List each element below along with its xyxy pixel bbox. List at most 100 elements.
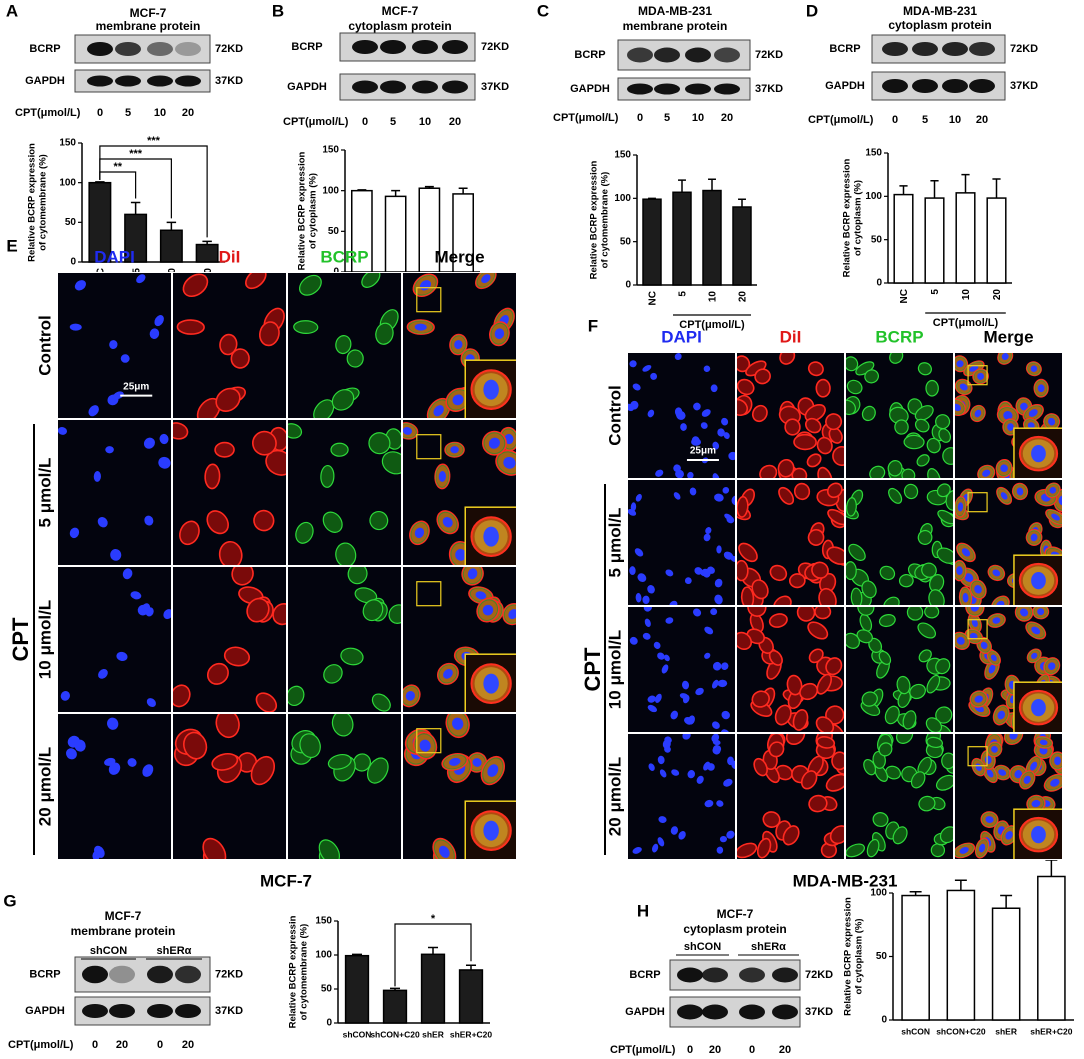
x-tick-label: shCON: [901, 1026, 930, 1036]
channel-label: DiI: [780, 327, 802, 346]
cell-bcrp: [941, 752, 953, 770]
cell-bcrp: [347, 567, 368, 585]
inset-nucleus: [483, 526, 499, 547]
cell-nucleus: [635, 592, 642, 603]
significance-bracket: [99, 145, 208, 238]
lane-label: 10: [419, 116, 431, 128]
cell-membrane: [265, 449, 286, 476]
cell-nucleus: [142, 764, 154, 777]
cell-bcrp: [925, 717, 943, 732]
blot-band: [147, 42, 173, 56]
y-tick-label: 0: [70, 257, 76, 268]
micrograph: [403, 567, 516, 712]
cell-nucleus: [712, 473, 720, 478]
protein-label: BCRP: [291, 41, 322, 53]
cell-bcrp: [938, 428, 952, 443]
cell-nucleus: [93, 471, 101, 482]
y-axis-label: Relative BCRP expression: [843, 897, 854, 1016]
lane-label: 20: [449, 116, 461, 128]
y-tick-label: 50: [620, 236, 632, 247]
cell-bcrp: [846, 632, 860, 649]
cell-nucleus: [487, 764, 499, 777]
cell-nucleus: [1039, 739, 1048, 746]
error-bar: [961, 173, 970, 193]
cell-bcrp: [926, 736, 944, 749]
bar: [195, 243, 219, 263]
cell-membrane: [825, 657, 843, 676]
cell-nucleus: [472, 758, 482, 767]
group-label: shERα: [751, 941, 786, 953]
blot-band: [412, 80, 438, 94]
bar: [955, 192, 976, 284]
cell-bcrp: [901, 468, 916, 478]
cell-nucleus: [964, 573, 974, 583]
cell-membrane: [751, 404, 768, 423]
y-tick-label: 150: [59, 138, 76, 149]
channel-label: DiI: [219, 247, 241, 266]
cell-nucleus: [684, 577, 692, 585]
cell-membrane: [759, 464, 778, 478]
micrograph: [737, 607, 844, 732]
blot-band: [739, 967, 765, 983]
y-axis-label: of cytoplasm (%): [308, 173, 319, 249]
cell-membrane: [740, 586, 755, 605]
row-label: Control: [35, 315, 54, 375]
blot-band: [627, 83, 653, 95]
protein-label: GAPDH: [625, 1006, 665, 1018]
cell-bcrp: [889, 353, 904, 364]
cell-nucleus: [154, 315, 164, 327]
cell-membrane: [737, 631, 753, 650]
blot-band: [882, 42, 908, 56]
y-tick-label: 100: [870, 888, 887, 899]
lane-label: 0: [687, 1044, 693, 1056]
cell-line-label: MDA-MB-231: [793, 871, 898, 890]
significance-label: ***: [129, 148, 143, 160]
blot-title: MDA-MB-231: [638, 4, 712, 18]
lane-label: 0: [637, 112, 643, 124]
size-label: 72KD: [215, 43, 243, 55]
y-axis-label: Relative BCRP expression: [589, 160, 600, 279]
blot-band: [942, 79, 968, 93]
blot-title: cytoplasm protein: [888, 18, 991, 32]
cell-nucleus: [703, 761, 711, 771]
cell-nucleus: [1051, 513, 1060, 521]
cell-bcrp: [846, 561, 857, 581]
cell-nucleus: [642, 595, 650, 605]
cell-membrane: [738, 542, 758, 563]
size-label: 37KD: [1010, 80, 1038, 92]
error-bar: [1000, 894, 1013, 909]
blot-title: MCF-7: [105, 909, 142, 923]
cell-nucleus: [680, 423, 687, 431]
micrograph-background: [628, 607, 735, 732]
cell-nucleus: [74, 280, 86, 291]
cell-nucleus: [726, 830, 735, 839]
size-label: 37KD: [215, 1005, 243, 1017]
cell-nucleus: [653, 641, 661, 649]
cell-membrane: [825, 413, 843, 431]
cell-bcrp: [884, 705, 900, 725]
cell-bcrp: [368, 432, 391, 455]
cell-nucleus: [503, 456, 516, 469]
cell-bcrp: [846, 497, 857, 517]
cell-membrane: [252, 430, 277, 456]
cell-nucleus: [65, 748, 77, 760]
cell-bcrp: [936, 483, 951, 498]
y-axis-label: of cytoplasm (%): [854, 918, 865, 994]
protein-label: GAPDH: [287, 81, 327, 93]
channel-label: Merge: [434, 247, 484, 266]
cell-line-label: MCF-7: [260, 871, 312, 890]
blot-band: [772, 967, 798, 983]
cell-bcrp: [935, 658, 951, 675]
cell-nucleus: [970, 607, 979, 612]
blot-title: cytoplasm protein: [683, 922, 786, 936]
blot-band: [380, 80, 406, 94]
lane-label: 0: [892, 114, 898, 126]
cell-bcrp: [937, 509, 953, 525]
cell-bcrp: [322, 511, 343, 533]
cell-bcrp: [918, 649, 932, 663]
cell-nucleus: [969, 632, 978, 640]
blot-band: [82, 965, 108, 984]
size-label: 37KD: [481, 81, 509, 93]
cell-nucleus: [670, 826, 679, 835]
